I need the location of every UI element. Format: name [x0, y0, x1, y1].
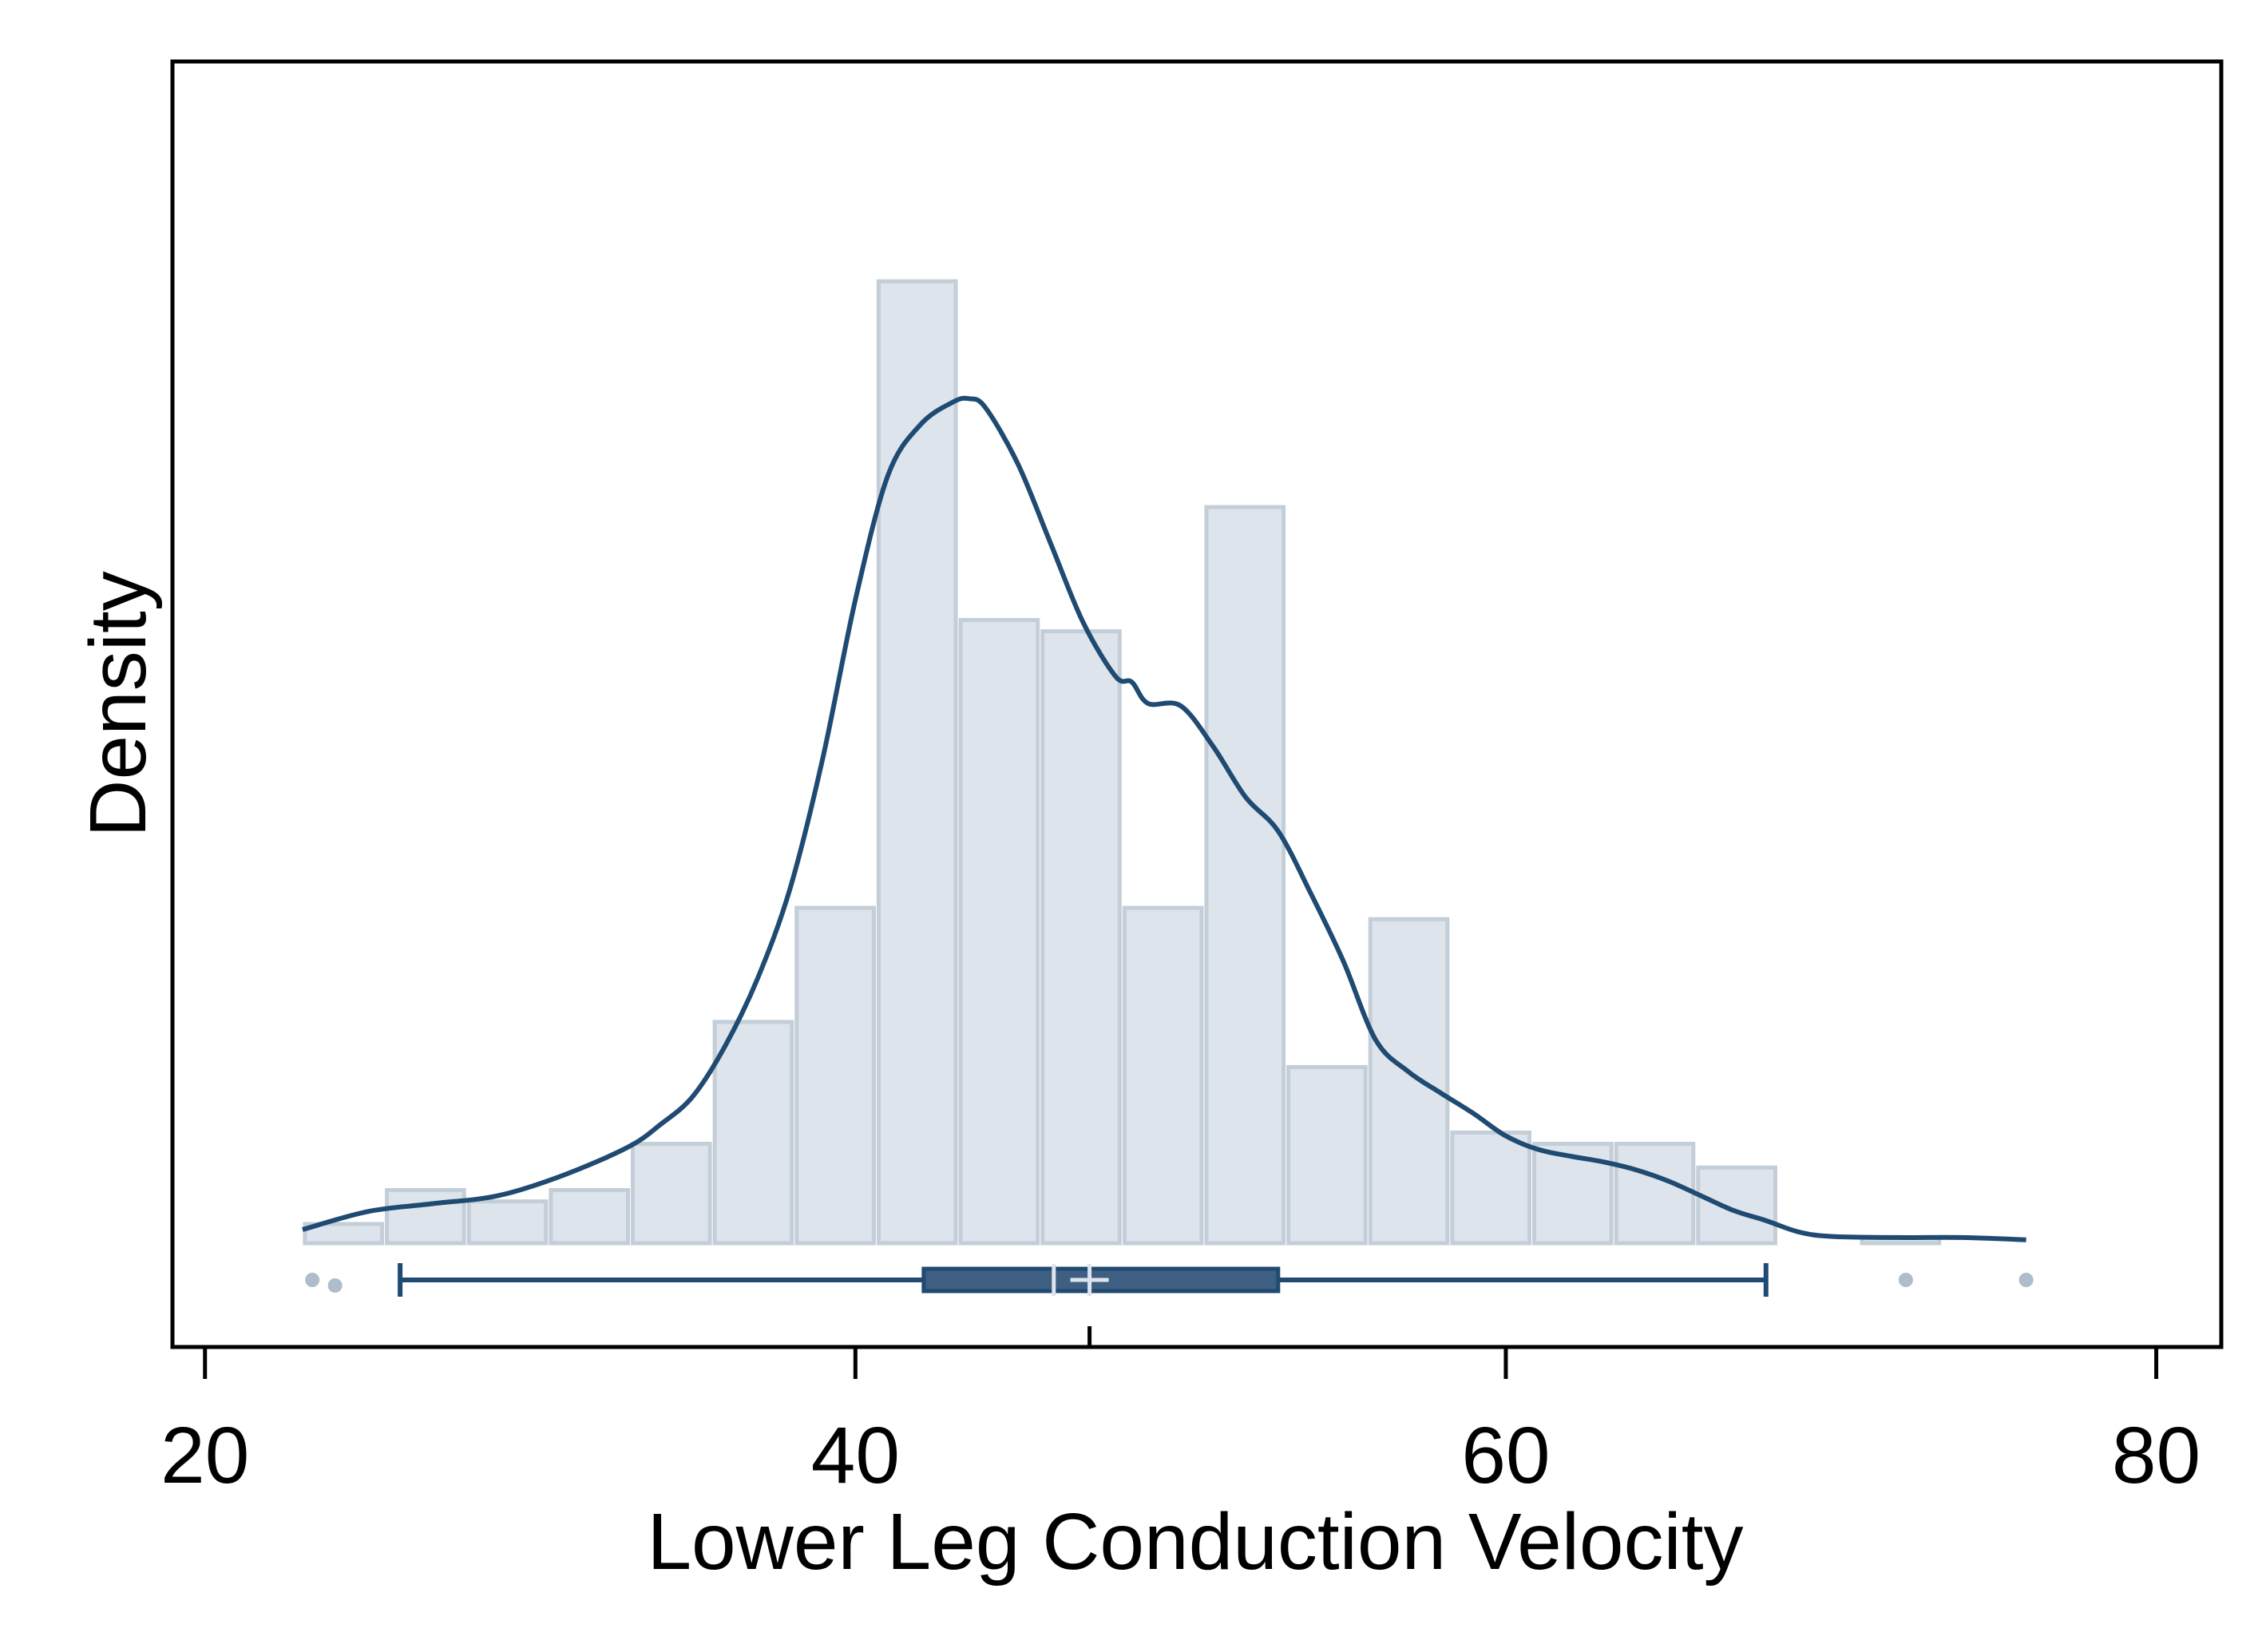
outlier-point	[327, 1278, 343, 1293]
histogram-bar	[303, 1222, 385, 1246]
histogram-bar	[1614, 1142, 1696, 1246]
boxplot	[305, 1263, 2034, 1347]
histogram-bar	[1040, 629, 1122, 1246]
histogram-bar	[549, 1188, 630, 1246]
histogram-bar	[958, 617, 1040, 1246]
y-axis-label: Density	[73, 571, 163, 837]
histogram-bar	[876, 279, 958, 1246]
x-tick-label: 20	[160, 1411, 249, 1500]
histogram-bar	[712, 1020, 794, 1246]
histogram-bar	[794, 905, 876, 1246]
histogram-bar	[1204, 505, 1286, 1246]
histogram-bar	[1450, 1130, 1532, 1246]
x-tick-label: 80	[2112, 1411, 2201, 1500]
density-curve	[302, 395, 2026, 1242]
histogram-bars	[303, 279, 1942, 1246]
histogram-bar	[1368, 917, 1450, 1246]
x-tick-label: 40	[811, 1411, 900, 1500]
histogram-bar	[1122, 905, 1204, 1246]
outlier-point	[2018, 1273, 2034, 1287]
histogram-bar	[1696, 1165, 1777, 1246]
x-axis-label: Lower Leg Conduction Velocity	[647, 1497, 1743, 1587]
density-curve-layer	[302, 395, 2026, 1242]
plot-frame	[170, 59, 2224, 1349]
x-tick-label: 60	[1461, 1411, 1550, 1500]
histogram-bar	[630, 1142, 712, 1246]
outlier-point	[305, 1273, 320, 1287]
histogram-bar	[385, 1188, 466, 1246]
outlier-point	[1898, 1273, 1913, 1287]
x-axis: 20 40 60 80	[160, 1347, 2201, 1500]
histogram-bar	[1286, 1064, 1368, 1246]
histogram-bar	[466, 1199, 549, 1246]
